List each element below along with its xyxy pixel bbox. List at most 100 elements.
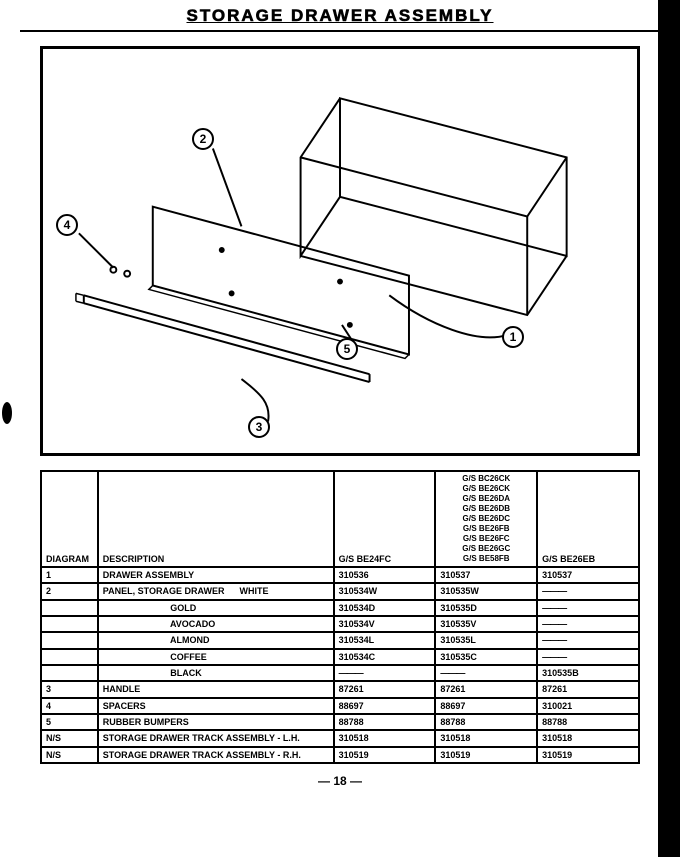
cell-partno: 310519 bbox=[537, 747, 639, 763]
cell-partno: 310518 bbox=[334, 730, 436, 746]
cell-description: PANEL, STORAGE DRAWER WHITE bbox=[98, 583, 334, 599]
cell-partno: 310537 bbox=[537, 567, 639, 583]
cell-partno: 310518 bbox=[435, 730, 537, 746]
model-b-2: G/S BE26DA bbox=[440, 494, 532, 504]
cell-partno: 310534D bbox=[334, 600, 436, 616]
page-title: STORAGE DRAWER ASSEMBLY bbox=[20, 6, 660, 26]
table-row: N/SSTORAGE DRAWER TRACK ASSEMBLY - L.H.3… bbox=[41, 730, 639, 746]
cell-partno bbox=[537, 632, 639, 648]
cell-description: STORAGE DRAWER TRACK ASSEMBLY - R.H. bbox=[98, 747, 334, 763]
callout-5: 5 bbox=[336, 338, 358, 360]
col-header-diagram: DIAGRAM bbox=[41, 471, 98, 567]
cell-description: STORAGE DRAWER TRACK ASSEMBLY - L.H. bbox=[98, 730, 334, 746]
cell-partno bbox=[537, 616, 639, 632]
diagram-svg bbox=[43, 49, 637, 453]
cell-partno: 88697 bbox=[435, 698, 537, 714]
cell-diagram: 4 bbox=[41, 698, 98, 714]
col-header-model-b: G/S BC26CK G/S BE26CK G/S BE26DA G/S BE2… bbox=[435, 471, 537, 567]
cell-description: BLACK bbox=[98, 665, 334, 681]
cell-partno: 88788 bbox=[334, 714, 436, 730]
cell-partno: 87261 bbox=[537, 681, 639, 697]
cell-diagram bbox=[41, 649, 98, 665]
table-row: COFFEE310534C310535C bbox=[41, 649, 639, 665]
cell-description: SPACERS bbox=[98, 698, 334, 714]
cell-description: COFFEE bbox=[98, 649, 334, 665]
table-row: 2PANEL, STORAGE DRAWER WHITE310534W31053… bbox=[41, 583, 639, 599]
cell-partno bbox=[334, 665, 436, 681]
model-b-8: G/S BE58FB bbox=[440, 554, 532, 564]
cell-partno: 88697 bbox=[334, 698, 436, 714]
cell-description: GOLD bbox=[98, 600, 334, 616]
cell-diagram: 5 bbox=[41, 714, 98, 730]
model-b-6: G/S BE26FC bbox=[440, 534, 532, 544]
cell-description: HANDLE bbox=[98, 681, 334, 697]
callout-3: 3 bbox=[248, 416, 270, 438]
cell-partno bbox=[537, 649, 639, 665]
model-b-1: G/S BE26CK bbox=[440, 484, 532, 494]
cell-partno: 310537 bbox=[435, 567, 537, 583]
cell-diagram bbox=[41, 600, 98, 616]
cell-partno: 310534L bbox=[334, 632, 436, 648]
cell-partno: 88788 bbox=[537, 714, 639, 730]
cell-diagram: 2 bbox=[41, 583, 98, 599]
cell-description: RUBBER BUMPERS bbox=[98, 714, 334, 730]
cell-partno: 88788 bbox=[435, 714, 537, 730]
cell-partno: 310534C bbox=[334, 649, 436, 665]
cell-partno: 87261 bbox=[435, 681, 537, 697]
cell-partno: 310534V bbox=[334, 616, 436, 632]
table-row: 3HANDLE872618726187261 bbox=[41, 681, 639, 697]
cell-partno: 310535L bbox=[435, 632, 537, 648]
page-number: — 18 — bbox=[20, 774, 660, 788]
table-row: AVOCADO310534V310535V bbox=[41, 616, 639, 632]
cell-partno: 310021 bbox=[537, 698, 639, 714]
cell-diagram bbox=[41, 616, 98, 632]
table-row: 4SPACERS8869788697310021 bbox=[41, 698, 639, 714]
model-b-0: G/S BC26CK bbox=[440, 474, 532, 484]
page: STORAGE DRAWER ASSEMBLY bbox=[20, 0, 660, 788]
col-header-model-c: G/S BE26EB bbox=[537, 471, 639, 567]
cell-partno: 310519 bbox=[334, 747, 436, 763]
cell-diagram: N/S bbox=[41, 730, 98, 746]
cell-partno bbox=[537, 600, 639, 616]
callout-2: 2 bbox=[192, 128, 214, 150]
cell-description: ALMOND bbox=[98, 632, 334, 648]
table-row: BLACK 310535B bbox=[41, 665, 639, 681]
table-row: ALMOND310534L310535L bbox=[41, 632, 639, 648]
scan-artifact bbox=[2, 402, 12, 424]
cell-description: AVOCADO bbox=[98, 616, 334, 632]
exploded-diagram: 1 2 3 4 5 bbox=[40, 46, 640, 456]
model-b-list: G/S BC26CK G/S BE26CK G/S BE26DA G/S BE2… bbox=[440, 474, 532, 564]
table-header-row: DIAGRAM DESCRIPTION G/S BE24FC G/S BC26C… bbox=[41, 471, 639, 567]
table-row: 5RUBBER BUMPERS887888878888788 bbox=[41, 714, 639, 730]
cell-partno: 310535B bbox=[537, 665, 639, 681]
cell-diagram: 3 bbox=[41, 681, 98, 697]
cell-diagram bbox=[41, 632, 98, 648]
cell-diagram: N/S bbox=[41, 747, 98, 763]
cell-partno: 310535D bbox=[435, 600, 537, 616]
callout-4: 4 bbox=[56, 214, 78, 236]
model-b-4: G/S BE26DC bbox=[440, 514, 532, 524]
cell-partno: 310535C bbox=[435, 649, 537, 665]
cell-diagram bbox=[41, 665, 98, 681]
table-row: 1DRAWER ASSEMBLY310536310537310537 bbox=[41, 567, 639, 583]
col-header-model-a: G/S BE24FC bbox=[334, 471, 436, 567]
col-header-description: DESCRIPTION bbox=[98, 471, 334, 567]
parts-table: DIAGRAM DESCRIPTION G/S BE24FC G/S BC26C… bbox=[40, 470, 640, 764]
table-row: GOLD310534D310535D bbox=[41, 600, 639, 616]
cell-diagram: 1 bbox=[41, 567, 98, 583]
model-b-7: G/S BE26GC bbox=[440, 544, 532, 554]
parts-tbody: 1DRAWER ASSEMBLY3105363105373105372PANEL… bbox=[41, 567, 639, 763]
cell-partno: 310519 bbox=[435, 747, 537, 763]
table-row: N/SSTORAGE DRAWER TRACK ASSEMBLY - R.H.3… bbox=[41, 747, 639, 763]
cell-description: DRAWER ASSEMBLY bbox=[98, 567, 334, 583]
model-b-5: G/S BE26FB bbox=[440, 524, 532, 534]
model-b-3: G/S BE26DB bbox=[440, 504, 532, 514]
scan-edge bbox=[658, 0, 680, 857]
cell-partno bbox=[435, 665, 537, 681]
title-rule bbox=[20, 30, 660, 32]
callout-1: 1 bbox=[502, 326, 524, 348]
cell-partno: 310534W bbox=[334, 583, 436, 599]
cell-partno: 310518 bbox=[537, 730, 639, 746]
cell-partno bbox=[537, 583, 639, 599]
cell-partno: 310535V bbox=[435, 616, 537, 632]
